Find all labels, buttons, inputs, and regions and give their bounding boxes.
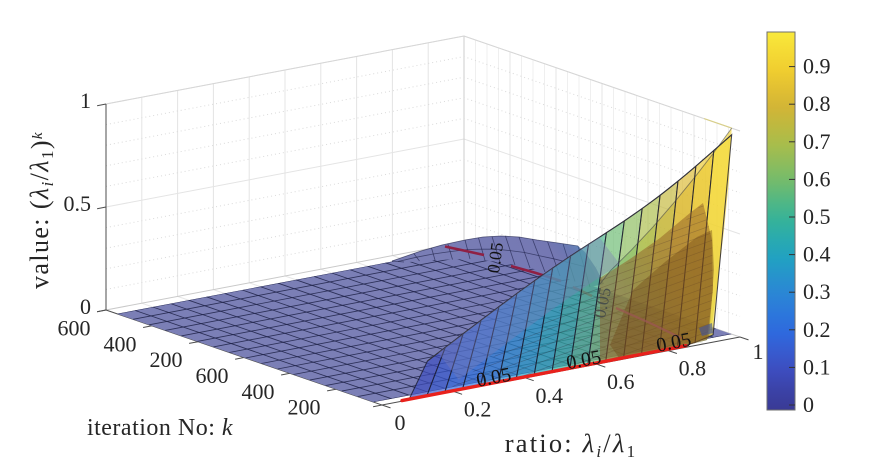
svg-text:0.8: 0.8 <box>679 356 707 381</box>
svg-text:ratio: λi/λ1: ratio: λi/λ1 <box>505 428 638 461</box>
svg-text:400: 400 <box>104 331 137 356</box>
svg-text:600: 600 <box>58 316 91 341</box>
svg-text:0.7: 0.7 <box>803 129 831 154</box>
svg-text:1: 1 <box>753 339 764 364</box>
svg-text:0.6: 0.6 <box>803 166 831 191</box>
svg-text:0: 0 <box>395 410 406 435</box>
svg-text:0.4: 0.4 <box>535 383 563 408</box>
svg-text:0.5: 0.5 <box>803 204 831 229</box>
svg-text:600: 600 <box>196 363 229 388</box>
svg-text:0.1: 0.1 <box>803 354 831 379</box>
svg-text:400: 400 <box>242 379 275 404</box>
svg-text:0.9: 0.9 <box>803 54 831 79</box>
svg-text:0.6: 0.6 <box>607 369 635 394</box>
svg-text:1: 1 <box>80 88 91 113</box>
svg-text:0.2: 0.2 <box>803 317 831 342</box>
svg-text:0.3: 0.3 <box>803 279 831 304</box>
svg-text:200: 200 <box>288 395 321 420</box>
svg-text:0.8: 0.8 <box>803 91 831 116</box>
svg-text:200: 200 <box>150 347 183 372</box>
svg-text:value: (λi/λ1)k: value: (λi/λ1)k <box>25 131 57 289</box>
svg-text:0.2: 0.2 <box>464 396 492 421</box>
svg-text:0: 0 <box>803 392 814 417</box>
svg-text:iteration No: k: iteration No: k <box>87 415 233 441</box>
svg-text:0.5: 0.5 <box>64 191 92 216</box>
svg-text:0.05: 0.05 <box>483 241 507 274</box>
svg-text:0: 0 <box>80 294 91 319</box>
svg-text:0.4: 0.4 <box>803 242 831 267</box>
